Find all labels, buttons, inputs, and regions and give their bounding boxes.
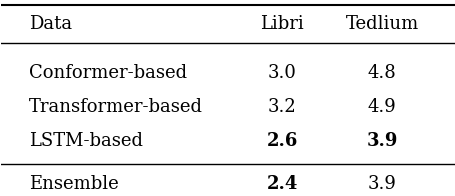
Text: 4.8: 4.8: [367, 64, 395, 82]
Text: Data: Data: [29, 15, 71, 33]
Text: 3.9: 3.9: [366, 132, 397, 150]
Text: Tedlium: Tedlium: [345, 15, 418, 33]
Text: 3.9: 3.9: [367, 175, 396, 193]
Text: 3.2: 3.2: [268, 98, 296, 116]
Text: Conformer-based: Conformer-based: [29, 64, 186, 82]
Text: 3.0: 3.0: [268, 64, 296, 82]
Text: Transformer-based: Transformer-based: [29, 98, 202, 116]
Text: 2.6: 2.6: [266, 132, 298, 150]
Text: Ensemble: Ensemble: [29, 175, 118, 193]
Text: 2.4: 2.4: [266, 175, 298, 193]
Text: LSTM-based: LSTM-based: [29, 132, 142, 150]
Text: Libri: Libri: [260, 15, 303, 33]
Text: 4.9: 4.9: [367, 98, 395, 116]
